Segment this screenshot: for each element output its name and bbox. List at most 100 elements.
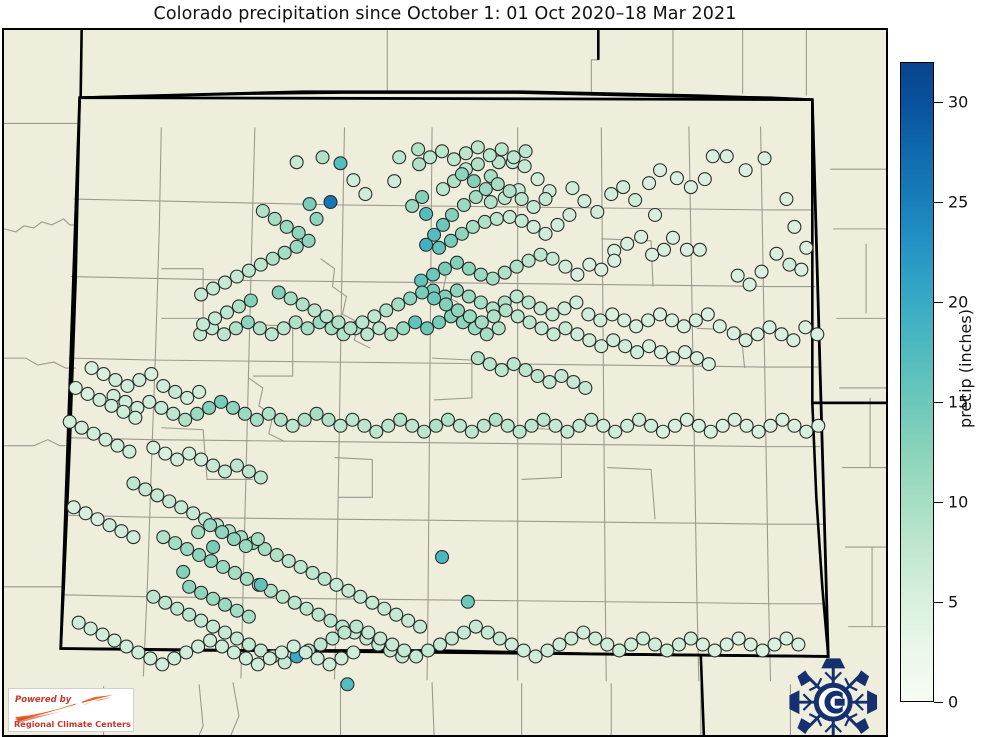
station-point[interactable] [538,192,553,207]
station-point[interactable] [301,233,316,248]
station-point[interactable] [434,549,450,565]
station-point[interactable] [506,357,521,372]
station-point[interactable] [206,458,221,473]
station-point[interactable] [405,418,420,433]
station-point[interactable] [194,613,209,628]
station-point[interactable] [632,412,647,427]
station-point[interactable] [168,384,183,399]
station-point[interactable] [322,657,337,672]
station-point[interactable] [665,230,680,245]
station-point[interactable] [754,264,769,279]
station-point[interactable] [730,268,745,283]
station-point[interactable] [96,367,111,382]
station-point[interactable] [253,643,268,658]
station-point[interactable] [227,565,242,580]
station-point[interactable] [491,321,506,336]
station-point[interactable] [636,631,651,646]
station-point[interactable] [116,404,131,419]
station-point[interactable] [526,199,541,215]
station-point[interactable] [119,639,134,654]
station-point[interactable] [470,140,485,155]
station-point[interactable] [476,418,491,433]
station-point[interactable] [401,613,416,628]
station-point[interactable] [596,418,611,433]
station-point[interactable] [334,651,349,666]
station-point[interactable] [74,420,89,435]
station-point[interactable] [142,394,157,409]
station-point[interactable] [179,645,194,660]
station-point[interactable] [182,446,197,461]
station-point[interactable] [168,536,183,551]
station-point[interactable] [409,649,424,664]
station-point[interactable] [192,548,207,563]
station-point[interactable] [468,619,483,634]
station-point[interactable] [594,262,609,277]
station-point[interactable] [154,400,169,415]
station-point[interactable] [369,424,384,439]
station-point[interactable] [697,172,712,187]
station-point[interactable] [299,601,314,616]
station-point[interactable] [612,643,627,658]
station-point[interactable] [361,625,376,640]
station-point[interactable] [449,283,464,298]
station-point[interactable] [576,625,591,640]
station-point[interactable] [384,327,399,342]
station-point[interactable] [456,625,471,640]
station-point[interactable] [343,321,358,336]
station-point[interactable] [665,351,680,366]
station-point[interactable] [285,418,300,433]
station-point[interactable] [423,150,438,165]
station-point[interactable] [620,418,635,433]
station-point[interactable] [683,180,698,195]
station-point[interactable] [178,412,193,427]
station-point[interactable] [642,176,657,191]
station-point[interactable] [420,321,435,336]
station-point[interactable] [482,148,497,163]
station-point[interactable] [229,631,244,646]
station-point[interactable] [412,157,427,172]
station-point[interactable] [392,150,407,165]
station-point[interactable] [572,418,587,433]
station-point[interactable] [257,542,272,557]
station-point[interactable] [271,285,286,300]
station-point[interactable] [158,595,173,610]
station-point[interactable] [228,321,243,336]
station-point[interactable] [276,321,291,336]
station-point[interactable] [403,291,418,306]
station-point[interactable] [229,269,244,284]
station-point[interactable] [705,149,720,164]
station-point[interactable] [593,313,608,328]
station-point[interactable] [473,295,488,310]
station-point[interactable] [545,307,560,322]
station-point[interactable] [120,378,135,393]
station-point[interactable] [377,601,392,616]
station-point[interactable] [641,313,656,328]
station-point[interactable] [372,321,387,336]
station-point[interactable] [166,406,181,421]
station-point[interactable] [156,530,171,545]
station-point[interactable] [533,301,548,316]
station-point[interactable] [240,315,255,330]
station-point[interactable] [582,333,597,348]
station-point[interactable] [604,187,619,202]
station-point[interactable] [253,257,268,272]
station-point[interactable] [466,174,481,189]
station-point[interactable] [279,219,294,234]
station-point[interactable] [468,190,483,205]
station-point[interactable] [307,303,322,318]
station-point[interactable] [237,406,252,421]
station-point[interactable] [309,211,324,226]
station-point[interactable] [419,206,434,221]
station-point[interactable] [98,432,113,447]
station-point[interactable] [617,313,632,328]
station-point[interactable] [114,524,129,539]
station-point[interactable] [206,619,221,634]
station-point[interactable] [608,424,623,439]
station-point[interactable] [727,412,742,427]
station-point[interactable] [249,412,264,427]
station-point[interactable] [433,637,448,652]
station-point[interactable] [774,327,789,342]
station-point[interactable] [194,452,209,467]
station-point[interactable] [226,645,241,660]
station-point[interactable] [389,607,404,622]
